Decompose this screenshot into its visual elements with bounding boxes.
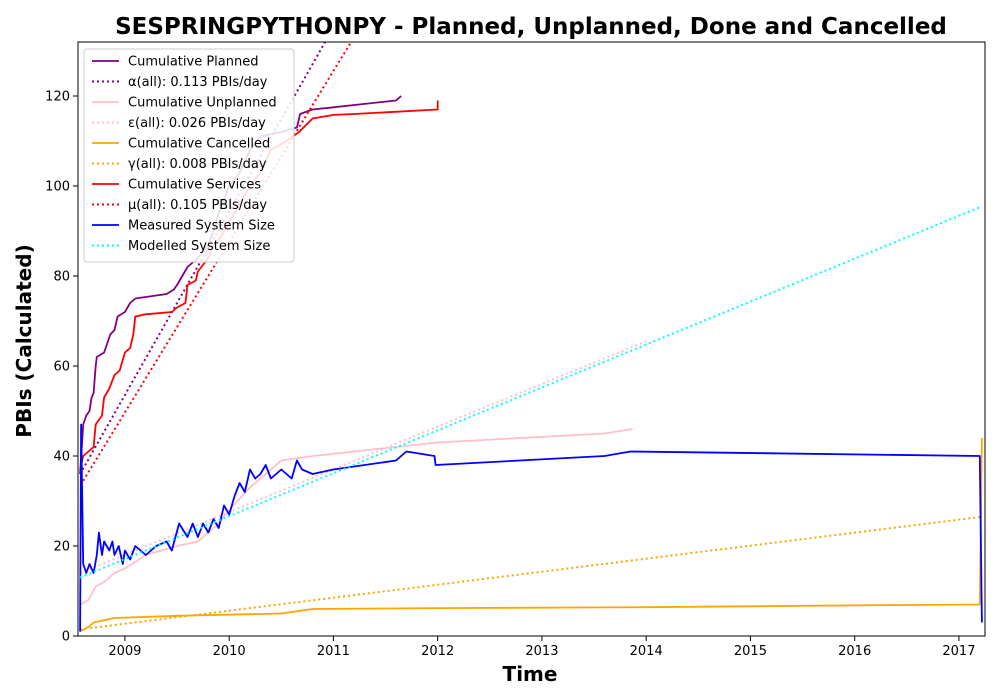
- series-line-3: [79, 340, 647, 574]
- x-tick-label: 2009: [108, 644, 141, 659]
- y-tick-label: 120: [45, 90, 70, 105]
- x-tick-label: 2017: [942, 644, 975, 659]
- y-tick-label: 60: [53, 360, 70, 375]
- series-line-7: [82, 42, 352, 482]
- legend-label: Cumulative Planned: [128, 55, 258, 70]
- plot-area: [79, 42, 983, 633]
- y-tick-label: 100: [45, 180, 70, 195]
- legend-label: α(all): 0.113 PBIs/day: [128, 75, 268, 90]
- x-axis-label: Time: [503, 662, 558, 686]
- legend: Cumulative Planned α(all): 0.113 PBIs/day…: [83, 48, 295, 263]
- series-line-8: [79, 423, 983, 632]
- legend-label: ε(all): 0.026 PBIs/day: [128, 116, 266, 131]
- legend-label: Modelled System Size: [128, 239, 270, 254]
- legend-label: Cumulative Services: [128, 178, 261, 193]
- legend-label: Cumulative Unplanned: [128, 96, 277, 111]
- x-tick-label: 2013: [525, 644, 558, 659]
- plot-frame: [77, 41, 986, 637]
- x-tick-label: 2014: [630, 644, 663, 659]
- legend-label: γ(all): 0.008 PBIs/day: [128, 157, 267, 172]
- y-tick-label: 80: [53, 270, 70, 285]
- x-tick-label: 2010: [213, 644, 246, 659]
- series-line-4: [79, 437, 983, 633]
- x-tick-label: 2012: [421, 644, 454, 659]
- y-axis-label: PBIs (Calculated): [12, 244, 36, 437]
- x-tick-label: 2011: [317, 644, 350, 659]
- y-tick-label: 20: [53, 540, 70, 555]
- series-line-5: [79, 515, 983, 631]
- axis-ticks: 2009 2010 2011 2012 2013 2014 2015 2016 2017 0 20 4…: [45, 90, 975, 660]
- legend-label: μ(all): 0.105 PBIs/day: [128, 198, 267, 213]
- x-tick-label: 2015: [734, 644, 767, 659]
- x-tick-label: 2016: [838, 644, 871, 659]
- y-tick-label: 40: [53, 450, 70, 465]
- legend-label: Measured System Size: [128, 219, 275, 234]
- series-line-0: [79, 95, 402, 475]
- series-line-2: [79, 428, 633, 606]
- legend-box: [83, 48, 295, 263]
- y-tick-label: 0: [62, 630, 70, 645]
- chart-title: SESPRINGPYTHONPY - Planned, Unplanned, D…: [115, 14, 947, 40]
- legend-label: Cumulative Cancelled: [128, 137, 270, 152]
